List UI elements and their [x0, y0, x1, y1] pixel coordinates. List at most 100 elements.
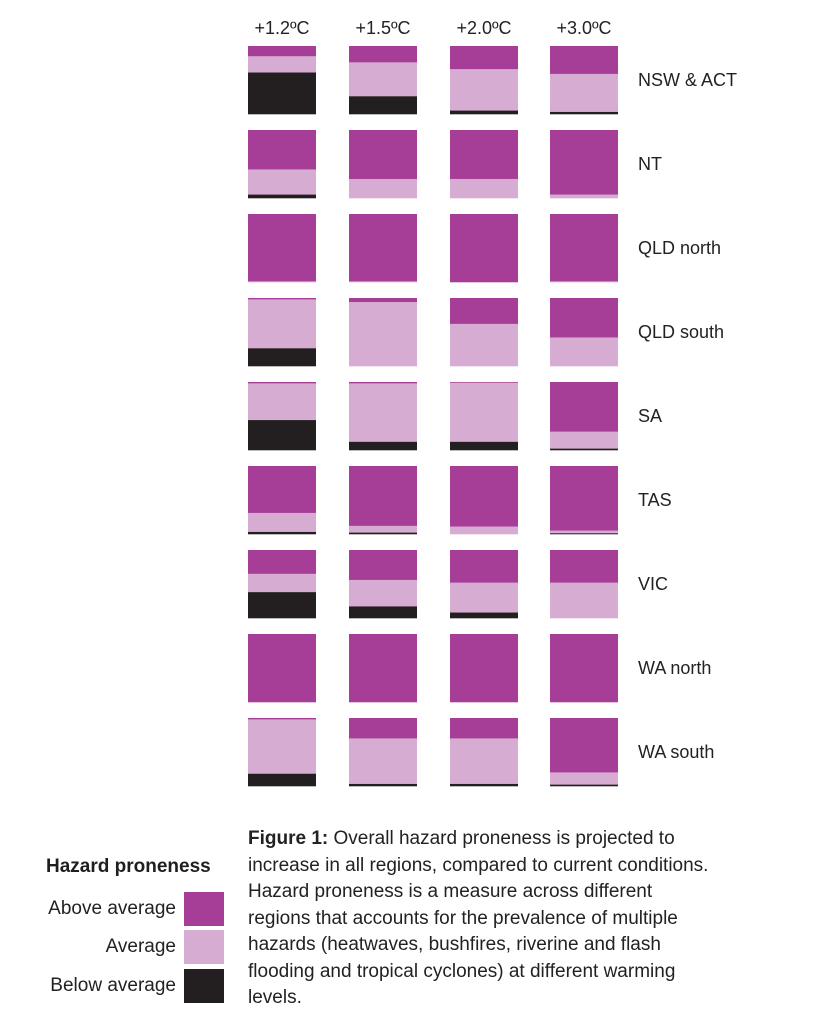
segment-nsw-act-col2-below-average — [349, 96, 417, 115]
column-label-4: +3.0ºC — [556, 18, 611, 38]
segment-sa-col1-below-average — [248, 420, 316, 451]
segment-nsw-act-col1-below-average — [248, 72, 316, 115]
segment-wa-south-col3-above-average — [450, 718, 518, 739]
segment-qld-south-col2-above-average — [349, 298, 417, 303]
segment-sa-col3-above-average — [450, 382, 518, 383]
segment-nsw-act-col1-above-average — [248, 46, 316, 57]
segment-nt-col1-average — [248, 169, 316, 195]
segment-wa-north-col2-above-average — [349, 634, 417, 703]
segment-nt-col4-average — [550, 194, 618, 199]
segment-wa-south-col1-average — [248, 719, 316, 775]
segment-qld-north-col1-average — [248, 281, 316, 283]
segment-vic-col1-above-average — [248, 550, 316, 575]
segment-vic-col1-below-average — [248, 592, 316, 619]
segment-qld-north-col4-above-average — [550, 214, 618, 282]
segment-qld-south-col4-above-average — [550, 298, 618, 338]
segment-qld-north-col3-above-average — [450, 214, 518, 283]
segment-nsw-act-col2-above-average — [349, 46, 417, 63]
segment-sa-col3-below-average — [450, 441, 518, 451]
segment-sa-col4-above-average — [550, 382, 618, 432]
segment-sa-col2-below-average — [349, 441, 417, 451]
segment-wa-south-col3-average — [450, 738, 518, 785]
segment-tas-col4-above-average — [550, 466, 618, 531]
legend-label-below-average: Below average — [50, 975, 176, 996]
legend-label-average: Average — [105, 936, 176, 957]
segment-tas-col1-below-average — [248, 531, 316, 535]
segment-vic-col2-below-average — [349, 606, 417, 619]
caption-prefix: Figure 1: — [248, 828, 329, 849]
segment-wa-north-col1-above-average — [248, 634, 316, 703]
legend-swatch-above-average — [184, 892, 224, 926]
region-label-sa: SA — [638, 406, 662, 426]
segment-nsw-act-col4-above-average — [550, 46, 618, 75]
segment-vic-col2-above-average — [349, 550, 417, 581]
legend-swatch-below-average — [184, 969, 224, 1003]
region-label-tas: TAS — [638, 490, 672, 510]
segment-sa-col4-below-average — [550, 448, 618, 451]
segment-tas-col1-average — [248, 512, 316, 533]
segment-nsw-act-col2-average — [349, 62, 417, 97]
segment-nt-col1-above-average — [248, 130, 316, 170]
segment-sa-col1-average — [248, 383, 316, 421]
segment-nt-col3-average — [450, 178, 518, 199]
region-label-wa-south: WA south — [638, 742, 714, 762]
segment-sa-col4-average — [550, 431, 618, 449]
segment-tas-col1-above-average — [248, 466, 316, 514]
segment-tas-col2-below-average — [349, 532, 417, 535]
segment-qld-south-col3-average — [450, 323, 518, 367]
segment-qld-south-col1-average — [248, 299, 316, 349]
segment-qld-north-col4-average — [550, 281, 618, 283]
segment-vic-col4-above-average — [550, 550, 618, 583]
segment-qld-south-col4-average — [550, 337, 618, 367]
segment-wa-south-col3-below-average — [450, 783, 518, 787]
region-label-qld-north: QLD north — [638, 238, 721, 258]
segment-tas-col4-below-average — [550, 533, 618, 535]
segment-wa-south-col4-above-average — [550, 718, 618, 773]
segment-nt-col4-above-average — [550, 130, 618, 195]
segment-nsw-act-col4-average — [550, 73, 618, 113]
region-label-vic: VIC — [638, 574, 668, 594]
segment-wa-south-col1-above-average — [248, 718, 316, 720]
caption-text: Overall hazard proneness is projected to… — [248, 828, 709, 1008]
legend-item-below-average: Below average — [0, 969, 226, 1003]
segment-sa-col2-average — [349, 383, 417, 443]
segment-sa-col2-above-average — [349, 382, 417, 384]
segment-qld-north-col1-above-average — [248, 214, 316, 282]
segment-nt-col2-average — [349, 178, 417, 199]
segment-nsw-act-col1-average — [248, 56, 316, 73]
segment-tas-col2-above-average — [349, 466, 417, 527]
segment-tas-col3-above-average — [450, 466, 518, 527]
hazard-proneness-chart: +1.2ºC +1.5ºC +2.0ºC +3.0ºC NSW & ACT NT QLD n… — [248, 18, 737, 787]
segment-vic-col2-average — [349, 579, 417, 607]
legend-item-above-average: Above average — [0, 892, 226, 926]
segment-vic-col4-average — [550, 582, 618, 619]
segment-vic-col3-average — [450, 582, 518, 613]
segment-vic-col3-below-average — [450, 612, 518, 619]
segment-wa-north-col4-above-average — [550, 634, 618, 703]
segment-qld-north-col2-above-average — [349, 214, 417, 282]
segment-wa-south-col4-below-average — [550, 784, 618, 787]
region-label-nsw-act: NSW & ACT — [638, 70, 737, 90]
region-label-wa-north: WA north — [638, 658, 711, 678]
column-label-3: +2.0ºC — [456, 18, 511, 38]
segment-wa-south-col2-above-average — [349, 718, 417, 739]
segment-wa-south-col2-below-average — [349, 783, 417, 787]
segment-wa-north-col3-above-average — [450, 634, 518, 703]
segment-wa-south-col1-below-average — [248, 773, 316, 787]
segment-tas-col2-average — [349, 525, 417, 533]
legend-title: Hazard proneness — [46, 856, 211, 877]
segment-nsw-act-col3-above-average — [450, 46, 518, 70]
region-label-nt: NT — [638, 154, 662, 174]
legend-label-above-average: Above average — [48, 898, 176, 919]
region-label-qld-south: QLD south — [638, 322, 724, 342]
segment-nsw-act-col4-below-average — [550, 111, 618, 115]
segment-wa-south-col4-average — [550, 772, 618, 785]
segment-vic-col1-average — [248, 573, 316, 593]
segment-nsw-act-col3-average — [450, 69, 518, 111]
segment-nt-col1-below-average — [248, 194, 316, 199]
segment-tas-col3-average — [450, 526, 518, 535]
segment-qld-north-col2-average — [349, 281, 417, 283]
column-label-1: +1.2ºC — [254, 18, 309, 38]
column-label-2: +1.5ºC — [355, 18, 410, 38]
segment-qld-south-col1-below-average — [248, 348, 316, 367]
